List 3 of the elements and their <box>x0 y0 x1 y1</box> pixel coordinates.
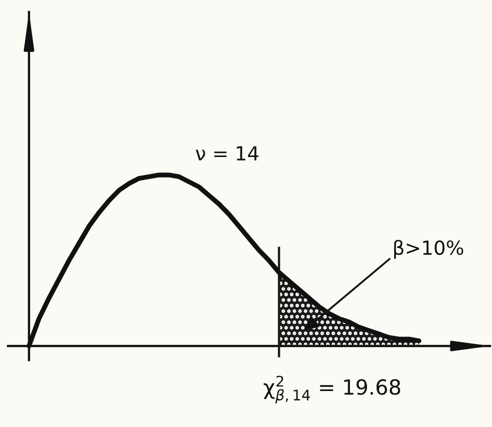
annotation: β>10% <box>394 240 464 259</box>
text: ν = 14 <box>196 146 258 160</box>
text: χ$^{2}$$_{β,14}$ = 19.68 <box>264 376 400 404</box>
